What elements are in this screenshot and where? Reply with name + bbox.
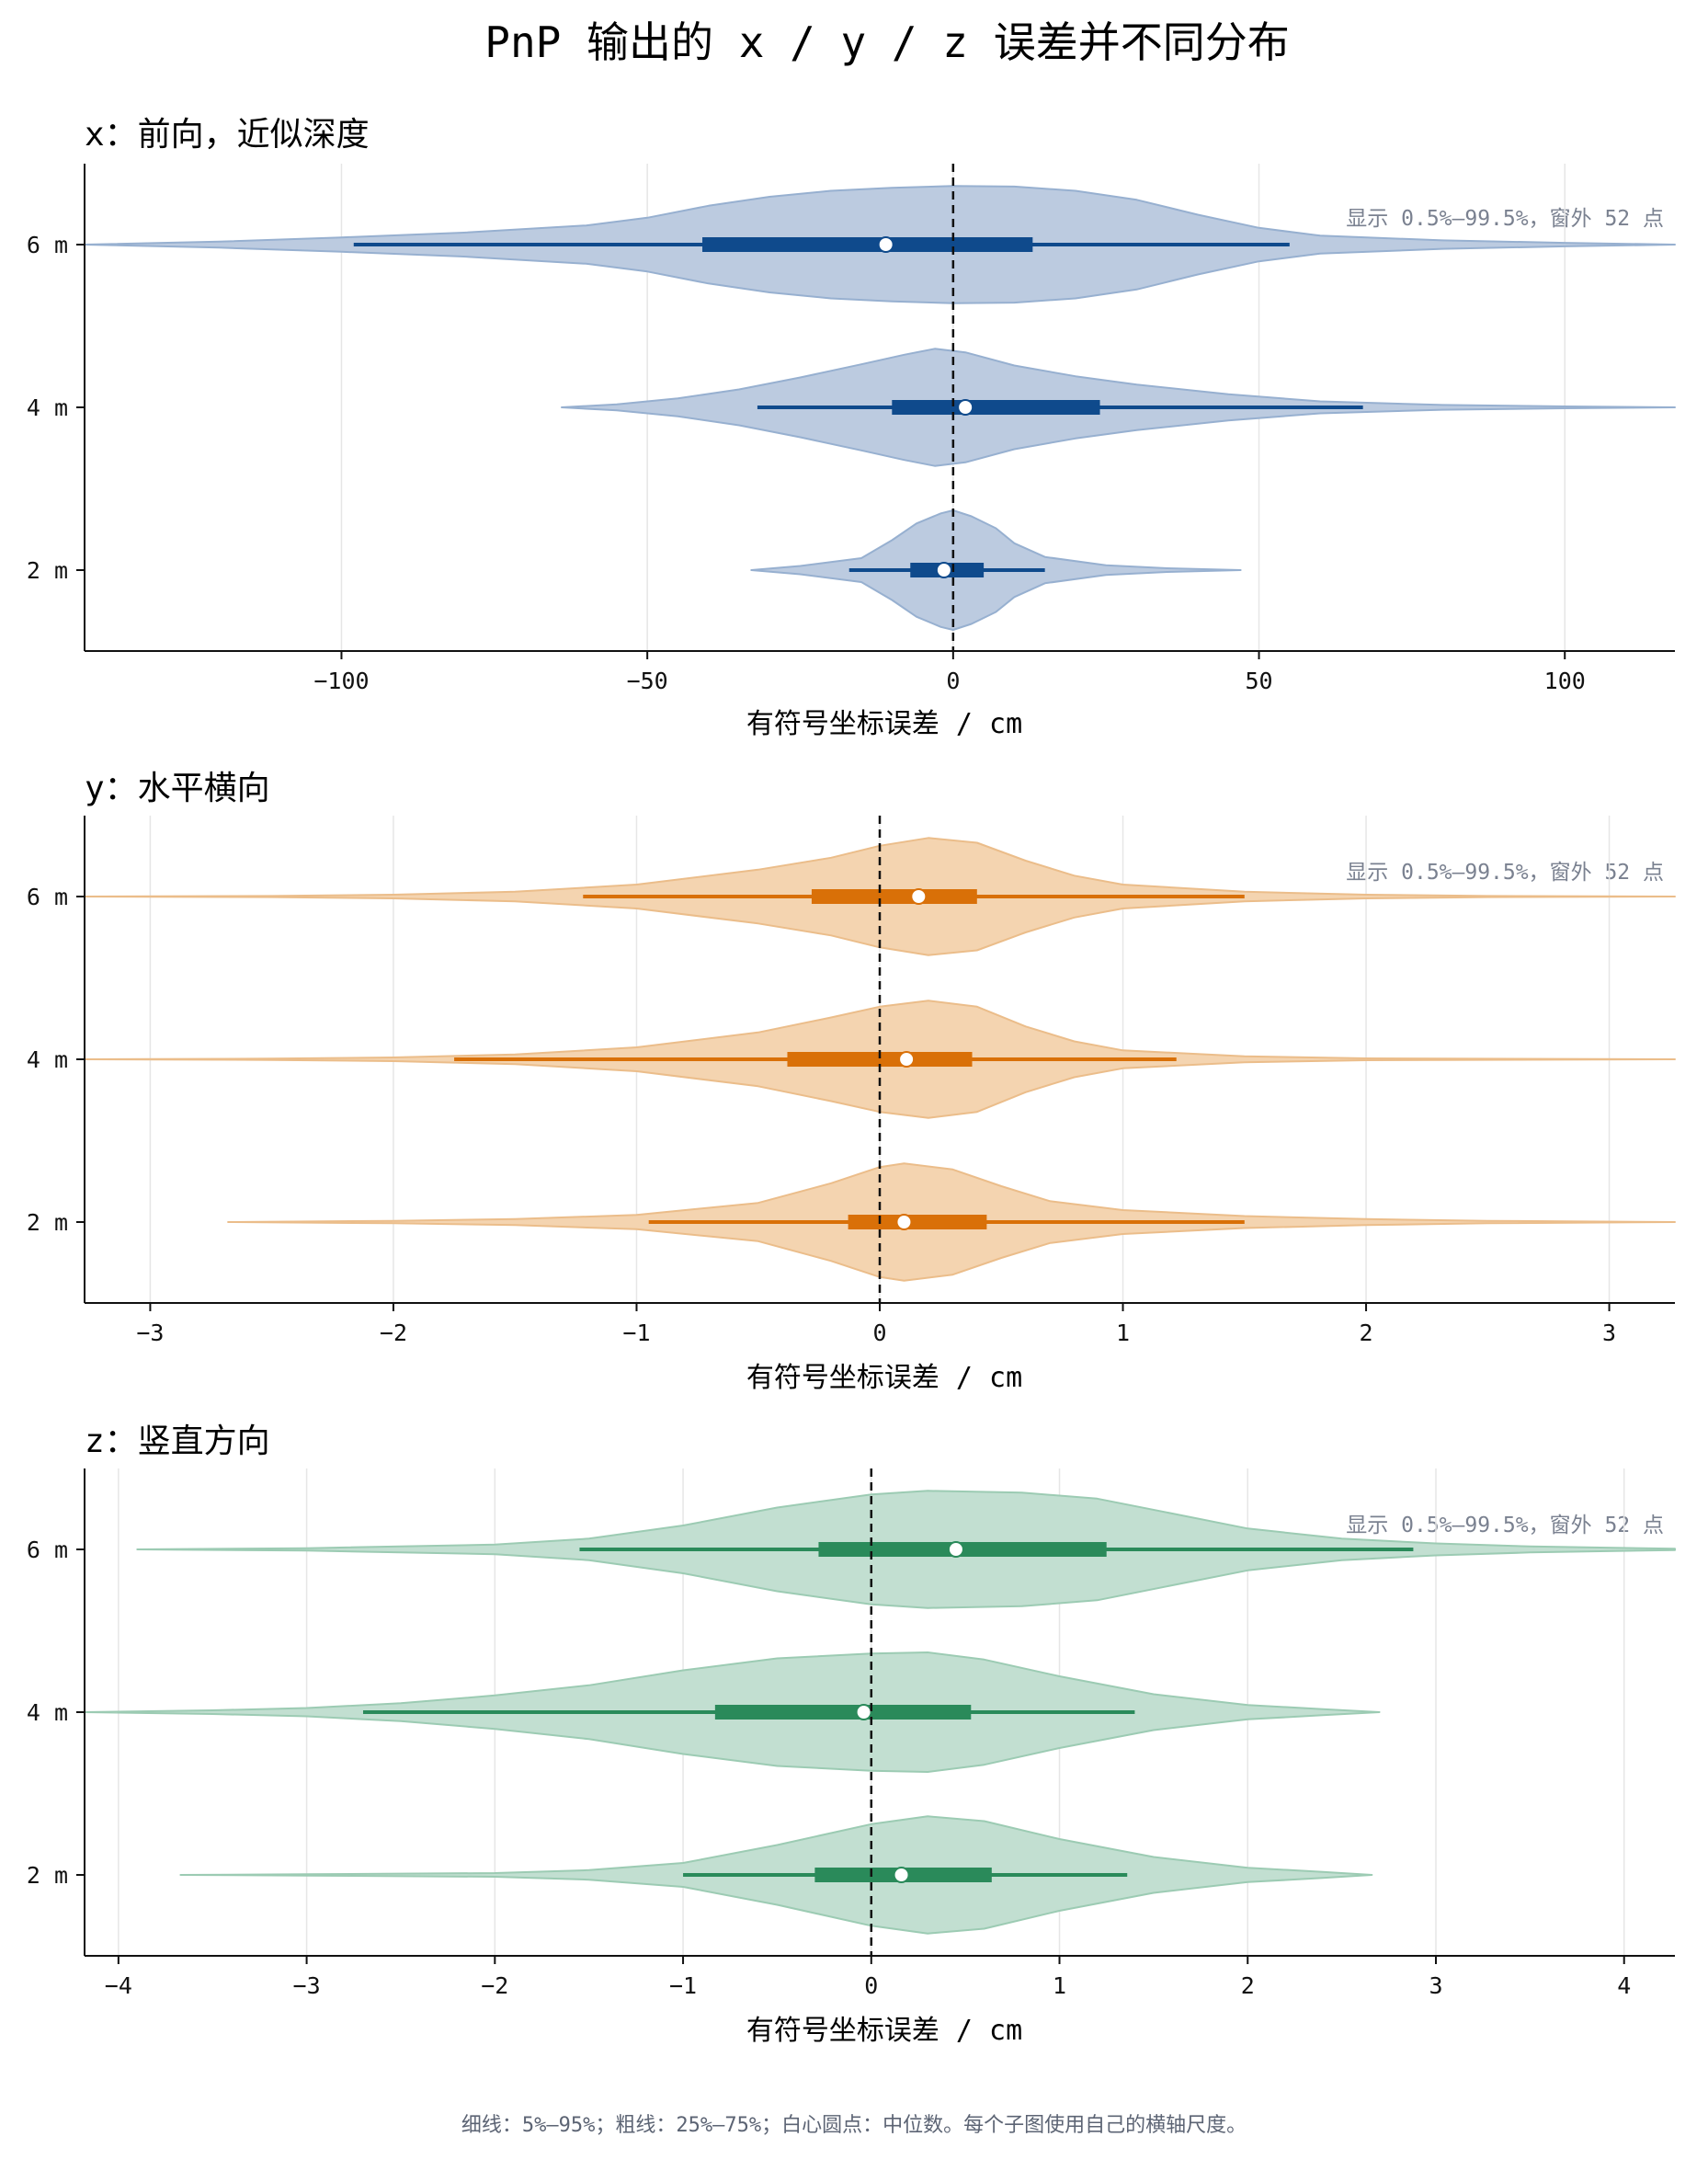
y-tick-label: 6 m [27, 884, 68, 910]
window-note: 显示 0.5%–99.5%，窗外 52 点 [1346, 1514, 1664, 1537]
median-dot [910, 888, 928, 905]
x-tick-label: 1 [1116, 1320, 1130, 1346]
y-tick-label: 6 m [27, 1537, 68, 1563]
panel-y: y：水平横向 显示 0.5%–99.5%，窗外 52 点 有符号坐标误差 / c… [27, 770, 1676, 1394]
median-dot [898, 1051, 916, 1068]
iqr-bar-25-75 [892, 400, 1100, 415]
panel-title: y：水平横向 [85, 770, 270, 807]
x-tick-label: 1 [1053, 1972, 1066, 1999]
median-dot [855, 1704, 872, 1720]
x-tick-label: −1 [622, 1320, 650, 1346]
x-axis-label: 有符号坐标误差 / cm [746, 708, 1022, 740]
x-axis-label: 有符号坐标误差 / cm [746, 2015, 1022, 2047]
median-dot [895, 1214, 913, 1230]
iqr-bar-25-75 [787, 1052, 973, 1067]
x-tick-label: −2 [380, 1320, 407, 1346]
x-tick-label: −1 [669, 1972, 697, 1999]
x-tick-label: 2 [1360, 1320, 1373, 1346]
x-tick-label: −100 [313, 668, 369, 694]
x-tick-label: −3 [293, 1972, 321, 1999]
x-tick-label: −3 [136, 1320, 164, 1346]
x-tick-label: −2 [481, 1972, 508, 1999]
median-dot [935, 562, 952, 578]
panel-x: x：前向，近似深度 显示 0.5%–99.5%，窗外 52 点 有符号坐标误差 … [27, 116, 1676, 740]
median-dot [877, 236, 894, 253]
iqr-bar-25-75 [811, 889, 977, 904]
median-dot [893, 1867, 910, 1883]
x-tick-label: −4 [105, 1972, 132, 1999]
panel-z: z：竖直方向 显示 0.5%–99.5%，窗外 52 点 有符号坐标误差 / c… [27, 1423, 1676, 2047]
iqr-bar-25-75 [702, 237, 1033, 252]
x-tick-label: −50 [627, 668, 668, 694]
y-tick-label: 2 m [27, 1862, 68, 1889]
y-tick-label: 4 m [27, 394, 68, 421]
x-tick-label: 3 [1602, 1320, 1616, 1346]
window-note: 显示 0.5%–99.5%，窗外 52 点 [1346, 207, 1664, 231]
x-tick-label: 0 [872, 1320, 886, 1346]
x-tick-label: 2 [1241, 1972, 1255, 1999]
window-note: 显示 0.5%–99.5%，窗外 52 点 [1346, 861, 1664, 885]
y-tick-label: 2 m [27, 1209, 68, 1236]
x-axis-label: 有符号坐标误差 / cm [746, 1362, 1022, 1394]
y-tick-label: 4 m [27, 1699, 68, 1726]
figure-footer: 细线：5%–95%；粗线：25%–75%；白心圆点：中位数。每个子图使用自己的横… [461, 2114, 1247, 2137]
iqr-bar-25-75 [714, 1705, 972, 1720]
x-tick-label: 50 [1245, 668, 1272, 694]
figure-title: PnP 输出的 x / y / z 误差并不同分布 [484, 17, 1289, 67]
panel-title: x：前向，近似深度 [85, 116, 370, 154]
median-dot [947, 1541, 964, 1558]
x-tick-label: 0 [864, 1972, 878, 1999]
y-tick-label: 2 m [27, 557, 68, 584]
x-tick-label: 4 [1617, 1972, 1631, 1999]
x-tick-label: 100 [1544, 668, 1586, 694]
panel-title: z：竖直方向 [85, 1423, 270, 1460]
y-tick-label: 6 m [27, 232, 68, 258]
x-tick-label: 0 [946, 668, 960, 694]
iqr-bar-25-75 [848, 1215, 987, 1229]
median-dot [957, 399, 974, 416]
y-tick-label: 4 m [27, 1046, 68, 1073]
x-tick-label: 3 [1429, 1972, 1442, 1999]
